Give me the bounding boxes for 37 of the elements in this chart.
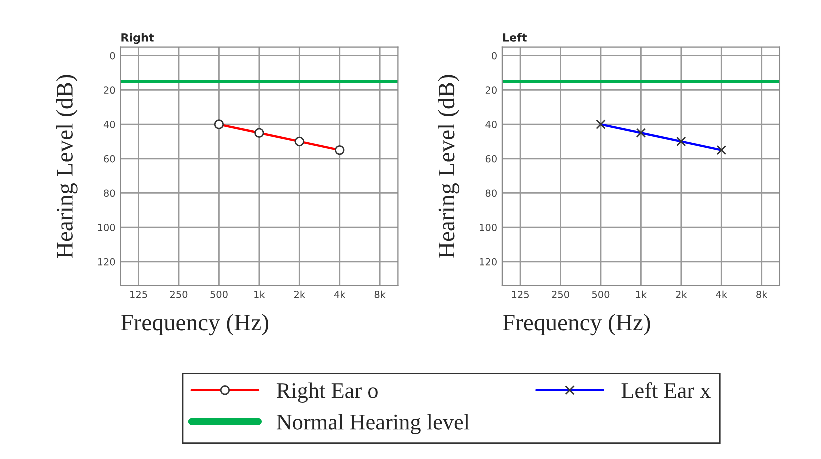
- x-tick-label: 8k: [374, 290, 386, 298]
- chart-title: Right: [122, 33, 154, 44]
- x-tick-label: 2k: [676, 290, 688, 298]
- y-axis-title: Hearing Level (dB): [438, 75, 460, 258]
- chart-title: Left: [503, 33, 527, 42]
- x-tick-label: 500: [210, 290, 228, 298]
- legend-label: Left Ear x: [622, 382, 711, 398]
- x-tick-label: 4k: [716, 290, 728, 298]
- y-tick-label: 40: [104, 121, 116, 128]
- y-tick-label: 20: [104, 86, 116, 94]
- x-axis-title: Frequency (Hz): [121, 314, 268, 336]
- y-tick-label: 100: [480, 224, 497, 232]
- x-tick-label: 2k: [294, 290, 306, 298]
- x-axis-title: Frequency (Hz): [503, 314, 650, 336]
- legend-label: Right Ear o: [276, 382, 378, 403]
- y-tick-label: 60: [104, 155, 116, 163]
- y-axis-title: Hearing Level (dB): [56, 75, 78, 258]
- x-tick-label: 500: [592, 290, 610, 298]
- y-tick-label: 80: [486, 190, 497, 198]
- x-tick-label: 1k: [254, 290, 266, 298]
- x-tick-label: 4k: [334, 290, 346, 298]
- x-tick-label: 250: [552, 290, 570, 298]
- x-tick-label: 8k: [756, 290, 768, 298]
- legend-label: Normal Hearing level: [276, 414, 470, 434]
- y-tick-label: 80: [104, 190, 116, 198]
- y-tick-label: 0: [110, 52, 116, 60]
- y-tick-label: 0: [492, 52, 497, 60]
- y-tick-label: 100: [98, 224, 116, 232]
- x-tick-label: 125: [130, 290, 148, 298]
- x-tick-label: 1k: [636, 290, 648, 298]
- y-tick-label: 40: [486, 121, 497, 128]
- x-tick-label: 250: [170, 290, 188, 298]
- y-tick-label: 120: [480, 258, 497, 266]
- y-tick-label: 120: [98, 258, 116, 266]
- y-tick-label: 20: [486, 86, 497, 94]
- x-tick-label: 125: [512, 290, 529, 298]
- y-tick-label: 60: [486, 155, 497, 163]
